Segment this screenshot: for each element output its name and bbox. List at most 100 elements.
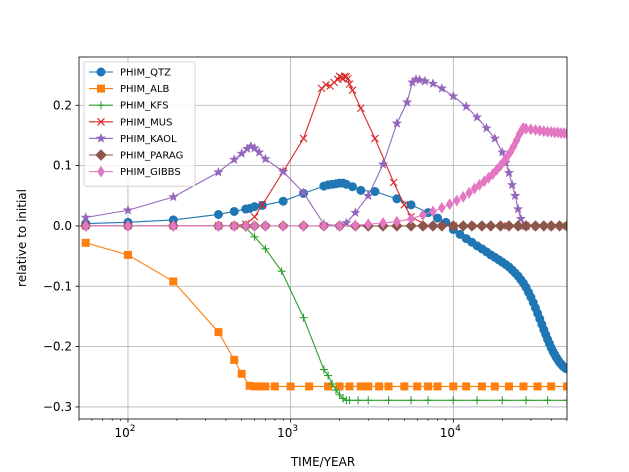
data-point [562,364,567,374]
data-point [391,118,402,128]
data-point [481,122,492,133]
legend-marker [97,84,105,93]
data-point [465,186,473,199]
data-point [438,201,446,214]
data-point [563,127,567,140]
legend-marker [96,67,106,77]
data-point [427,78,439,88]
legend-item: PHIM_QTZ [89,67,171,79]
data-point [356,382,365,391]
data-point [80,212,91,222]
data-point [436,83,447,93]
data-point [278,196,288,206]
legend-item: PHIM_PARAG [89,149,183,162]
data-point [510,190,521,201]
data-point [169,220,178,232]
data-point [320,220,328,232]
data-point [520,220,532,232]
data-point [533,382,542,391]
y-tick-label: 0.2 [53,98,72,112]
data-point [299,313,308,322]
data-point [250,232,259,241]
data-point [414,74,425,85]
data-point [261,382,270,391]
data-point [249,142,260,153]
data-point [305,382,314,391]
data-point [254,146,265,157]
x-tick-exponent: 3 [292,424,298,434]
data-point [347,182,357,192]
data-point [512,220,524,232]
data-point [370,187,380,197]
data-point [547,382,556,391]
data-point [461,101,472,111]
y-tick-label: 0.1 [53,159,72,173]
data-point [545,220,557,232]
data-point [470,182,479,195]
data-point [371,134,379,143]
data-point [229,154,240,164]
legend-marker [97,165,105,178]
data-point [213,209,223,219]
data-point [519,382,528,391]
data-point [250,220,259,232]
data-point [448,90,459,101]
data-point [427,220,439,232]
data-point [363,190,374,201]
series-phim-gibbs [81,122,567,232]
data-point [335,220,344,232]
legend-marker [97,117,105,126]
data-point [471,111,483,122]
x-tick-label: 102 [114,424,135,440]
x-tick-label: 103 [277,424,298,440]
data-point [168,191,179,202]
data-point [324,371,333,380]
data-point [389,178,398,187]
data-point [561,220,567,232]
data-point [122,204,134,215]
data-point [522,122,530,135]
data-point [449,382,458,391]
series-phim-qtz [81,178,567,374]
data-point [356,104,365,113]
data-point [213,166,224,177]
data-point [229,206,239,216]
data-point [345,396,354,405]
data-point [512,203,524,214]
data-point [462,382,471,391]
data-point [345,382,354,391]
x-tick-label: 104 [440,424,461,440]
legend-item: PHIM_KFS [89,101,169,112]
data-point [319,365,328,374]
data-point [515,213,526,224]
y-tick-label: −0.3 [43,400,72,414]
data-point [214,220,223,232]
legend: PHIM_QTZ PHIM_ALB PHIM_KFS PHIM_MUS PHIM_KAO… [83,61,196,187]
y-tick-label: −0.1 [43,279,72,293]
legend-item: PHIM_KAOL [89,133,177,145]
legend-label: PHIM_GIBBS [120,167,181,178]
data-point [402,96,413,107]
data-point [169,277,178,286]
data-point [459,191,467,203]
data-point [214,328,223,337]
data-point [298,187,309,198]
data-point [476,220,488,232]
legend-item: PHIM_ALB [89,84,170,95]
data-point [260,153,271,164]
data-point [328,380,337,389]
data-point [527,123,535,136]
data-point [348,86,357,95]
data-point [413,382,422,391]
data-point [429,205,437,218]
data-point [384,382,393,391]
legend-marker [97,101,105,110]
data-point [261,244,270,253]
data-point [473,396,482,405]
data-point [452,194,461,207]
data-point [393,215,401,228]
data-point [543,396,552,405]
data-point [503,167,515,178]
data-point [340,72,349,81]
data-point [419,75,431,86]
